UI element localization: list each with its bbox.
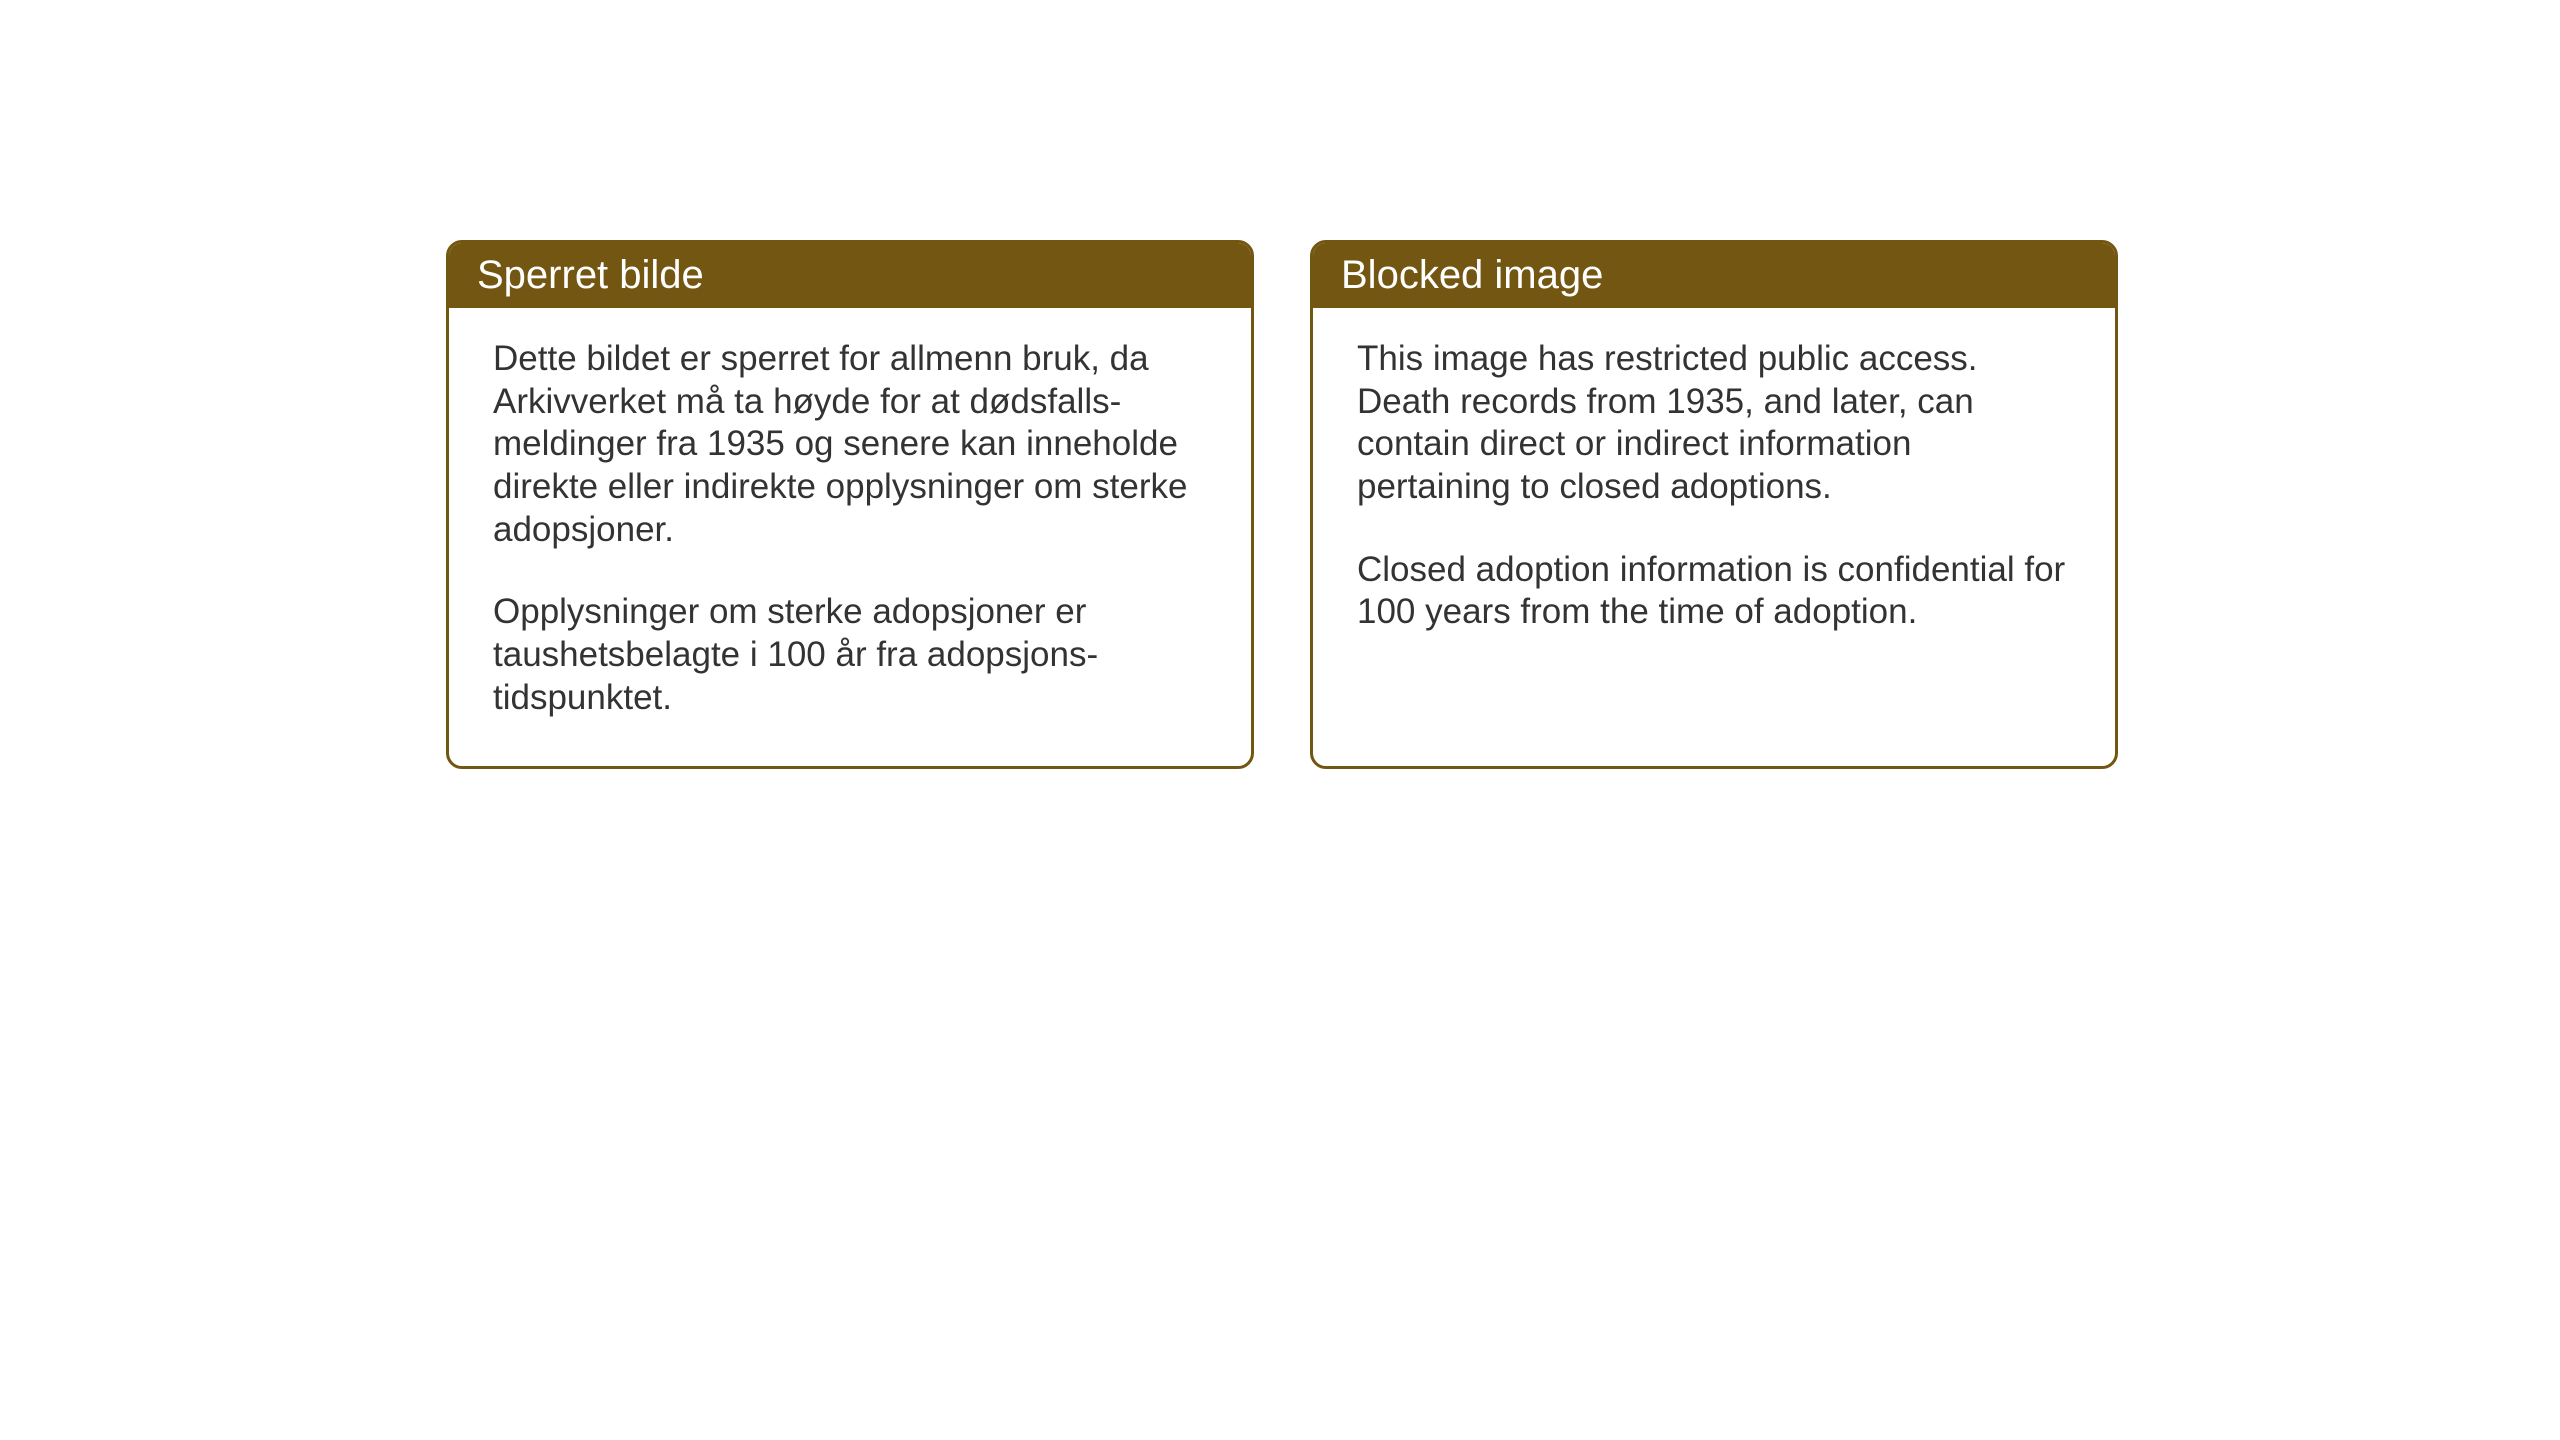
norwegian-card-body: Dette bildet er sperret for allmenn bruk… <box>449 308 1251 766</box>
english-paragraph-1: This image has restricted public access.… <box>1357 338 2071 509</box>
norwegian-card-title: Sperret bilde <box>449 243 1251 308</box>
norwegian-paragraph-1: Dette bildet er sperret for allmenn bruk… <box>493 338 1207 551</box>
english-paragraph-2: Closed adoption information is confident… <box>1357 549 2071 634</box>
info-cards-container: Sperret bilde Dette bildet er sperret fo… <box>446 240 2118 769</box>
norwegian-paragraph-2: Opplysninger om sterke adopsjoner er tau… <box>493 591 1207 719</box>
norwegian-info-card: Sperret bilde Dette bildet er sperret fo… <box>446 240 1254 769</box>
english-card-title: Blocked image <box>1313 243 2115 308</box>
english-info-card: Blocked image This image has restricted … <box>1310 240 2118 769</box>
english-card-body: This image has restricted public access.… <box>1313 308 2115 680</box>
